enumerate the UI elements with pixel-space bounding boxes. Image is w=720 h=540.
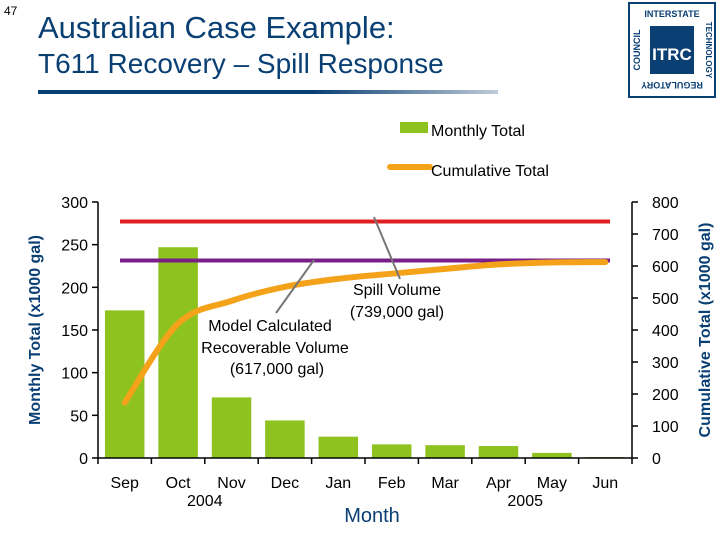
spill-volume-label-line2: (739,000 gal) — [350, 304, 444, 321]
logo-ring-top: INTERSTATE — [644, 9, 699, 19]
title-underline — [38, 90, 498, 94]
logo-ring-left: COUNCIL — [632, 29, 642, 70]
bar-may — [532, 452, 572, 458]
legend-monthly-label: Monthly Total — [431, 123, 525, 140]
y-right-tick-label: 800 — [652, 195, 679, 212]
x-tick-label-jan: Jan — [325, 475, 351, 492]
itrc-logo: ITRC INTERSTATE REGULATORY TECHNOLOGY CO… — [628, 2, 716, 98]
y-right-tick-label: 400 — [652, 323, 679, 340]
x-tick-label-nov: Nov — [217, 475, 245, 492]
bar-feb — [371, 444, 412, 458]
y-axis-right-title: Cumulative Total (x1000 gal) — [697, 223, 714, 438]
x-tick-label-feb: Feb — [378, 475, 406, 492]
y-axis-left-title: Monthly Total (x1000 gal) — [27, 235, 44, 425]
logo-ring-right: TECHNOLOGY — [704, 22, 713, 79]
x-tick-label-mar: Mar — [431, 475, 459, 492]
x-tick-label-apr: Apr — [486, 475, 512, 492]
legend-monthly-swatch — [400, 122, 428, 133]
y-right-tick-label: 600 — [652, 259, 679, 276]
legend-cumulative-label: Cumulative Total — [431, 163, 549, 180]
bar-nov — [211, 397, 252, 458]
y-left-tick-label: 100 — [61, 366, 88, 383]
y-left-tick-label: 200 — [61, 280, 88, 297]
spill-volume-pointer — [373, 216, 401, 280]
bar-jan — [318, 436, 359, 458]
x-year-label: 2005 — [507, 493, 543, 510]
y-right-tick-label: 300 — [652, 355, 679, 372]
bar-oct — [158, 247, 198, 458]
spill-volume-label-line1: Spill Volume — [353, 282, 441, 299]
x-tick-label-may: May — [537, 475, 567, 492]
x-year-label: 2004 — [187, 493, 223, 510]
y-right-tick-label: 500 — [652, 291, 679, 308]
y-right-tick-label: 0 — [652, 451, 661, 468]
slide-title: Australian Case Example: — [38, 10, 395, 45]
bar-apr — [478, 446, 519, 458]
x-tick-label-oct: Oct — [166, 475, 191, 492]
logo-ring-bottom: REGULATORY — [641, 80, 703, 90]
cumulative-total-line — [121, 259, 609, 406]
logo-center-text: ITRC — [652, 45, 692, 64]
recoverable-volume-label-line2: Recoverable Volume — [201, 340, 349, 357]
bar-dec — [265, 420, 305, 458]
slide-number: 47 — [4, 4, 18, 18]
x-axis-title: Month — [344, 505, 400, 527]
y-right-tick-label: 200 — [652, 387, 679, 404]
y-left-tick-label: 50 — [70, 408, 88, 425]
recoverable-volume-label-line1: Model Calculated — [208, 318, 332, 335]
y-right-tick-label: 700 — [652, 227, 679, 244]
x-tick-label-sep: Sep — [110, 475, 139, 492]
bar-mar — [425, 445, 465, 458]
x-tick-label-dec: Dec — [271, 475, 299, 492]
recoverable-volume-label-line3: (617,000 gal) — [230, 361, 324, 378]
y-left-tick-label: 250 — [61, 238, 88, 255]
slide-subtitle: T611 Recovery – Spill Response — [38, 48, 444, 79]
x-tick-label-jun: Jun — [592, 475, 618, 492]
y-right-tick-label: 100 — [652, 419, 679, 436]
recoverable-volume-pointer — [275, 259, 315, 314]
y-left-tick-label: 150 — [61, 323, 88, 340]
y-left-tick-label: 0 — [79, 451, 88, 468]
y-left-tick-label: 300 — [61, 195, 88, 212]
